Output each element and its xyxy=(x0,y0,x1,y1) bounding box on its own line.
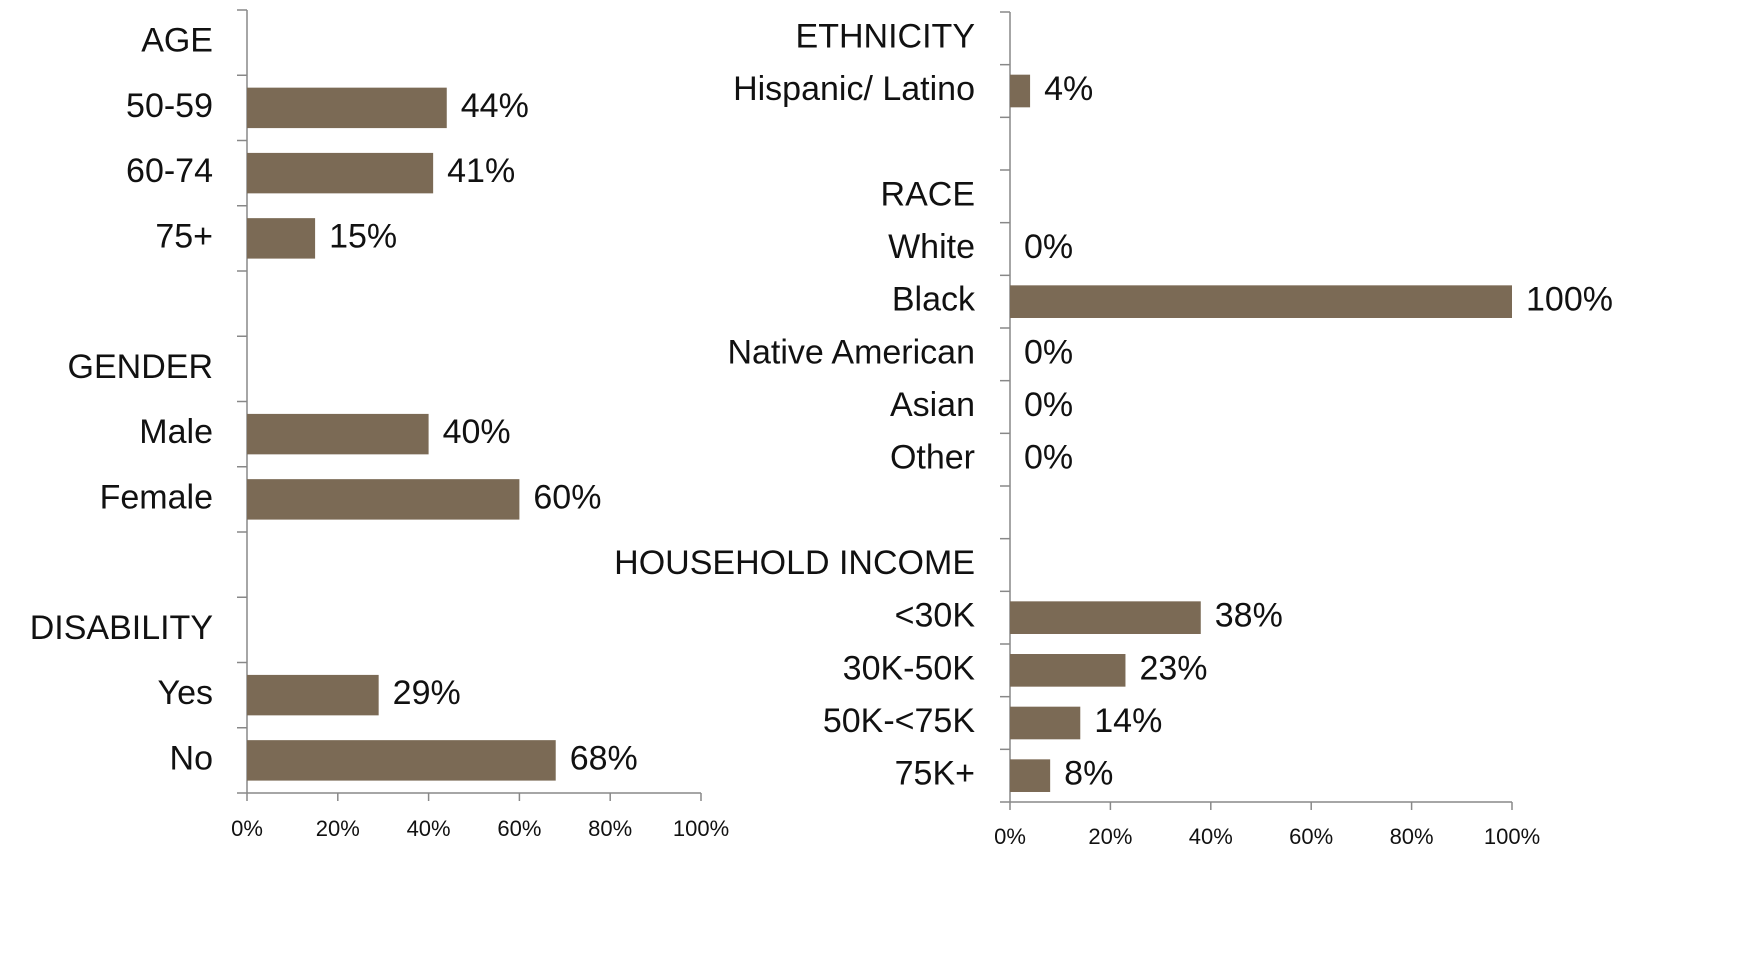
category-label: Hispanic/ Latino xyxy=(733,70,975,108)
category-label: 75+ xyxy=(155,217,213,255)
value-label: 38% xyxy=(1215,597,1283,635)
category-label: White xyxy=(888,228,975,266)
category-label: Male xyxy=(139,413,213,451)
x-tick-label: 60% xyxy=(1289,824,1333,849)
category-label: DISABILITY xyxy=(30,609,213,647)
x-tick-label: 0% xyxy=(994,824,1026,849)
bar xyxy=(247,479,520,520)
bar xyxy=(1010,654,1126,687)
value-label: 23% xyxy=(1139,649,1207,687)
category-label: HOUSEHOLD INCOME xyxy=(614,544,975,582)
category-label: 75K+ xyxy=(895,755,975,793)
bar xyxy=(1010,74,1031,108)
x-tick-label: 20% xyxy=(316,816,360,841)
category-label: RACE xyxy=(881,175,975,213)
bar xyxy=(247,740,556,781)
bar xyxy=(247,413,429,455)
x-tick-label: 100% xyxy=(1484,824,1540,849)
x-tick-label: 20% xyxy=(1088,824,1132,849)
value-label: 60% xyxy=(533,478,601,516)
value-label: 8% xyxy=(1064,755,1113,793)
value-label: 0% xyxy=(1024,386,1073,424)
value-label: 0% xyxy=(1024,228,1073,266)
value-label: 0% xyxy=(1024,439,1073,477)
x-tick-label: 80% xyxy=(1390,824,1434,849)
category-label: 60-74 xyxy=(126,152,213,190)
value-label: 29% xyxy=(393,674,461,712)
category-label: AGE xyxy=(141,22,213,60)
x-tick-label: 100% xyxy=(673,816,729,841)
category-label: Native American xyxy=(727,333,975,371)
category-label: 50-59 xyxy=(126,87,213,125)
x-tick-label: 0% xyxy=(231,816,263,841)
bar xyxy=(247,218,316,259)
value-label: 44% xyxy=(461,87,529,125)
x-tick-label: 40% xyxy=(407,816,451,841)
category-label: Other xyxy=(890,439,975,477)
category-label: 30K-50K xyxy=(843,649,976,687)
value-label: 100% xyxy=(1526,281,1613,319)
bar xyxy=(1010,285,1512,318)
category-label: 50K-<75K xyxy=(823,702,975,740)
bar xyxy=(1010,759,1051,792)
value-label: 41% xyxy=(447,152,515,190)
bar xyxy=(1010,706,1081,740)
category-label: Black xyxy=(892,281,976,319)
bar xyxy=(247,152,434,194)
bar xyxy=(247,87,447,129)
category-label: <30K xyxy=(895,597,976,635)
value-label: 4% xyxy=(1044,70,1093,108)
category-label: Yes xyxy=(158,674,213,712)
category-label: Female xyxy=(100,478,213,516)
value-label: 14% xyxy=(1094,702,1162,740)
category-label: ETHNICITY xyxy=(796,17,975,55)
category-label: GENDER xyxy=(68,348,213,386)
value-label: 0% xyxy=(1024,333,1073,371)
category-label: Asian xyxy=(890,386,975,424)
x-tick-label: 40% xyxy=(1189,824,1233,849)
bar xyxy=(1010,601,1201,634)
value-label: 40% xyxy=(443,413,511,451)
value-label: 68% xyxy=(570,739,638,777)
x-tick-label: 80% xyxy=(588,816,632,841)
bar xyxy=(247,674,379,716)
value-label: 15% xyxy=(329,217,397,255)
x-tick-label: 60% xyxy=(497,816,541,841)
category-label: No xyxy=(170,739,213,777)
